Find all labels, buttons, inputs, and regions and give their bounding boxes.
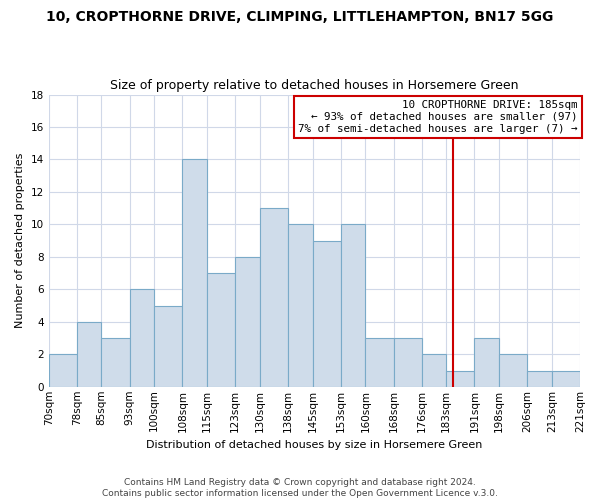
Bar	[154, 306, 182, 387]
Bar	[394, 338, 422, 387]
Bar	[475, 338, 499, 387]
Text: Contains HM Land Registry data © Crown copyright and database right 2024.
Contai: Contains HM Land Registry data © Crown c…	[102, 478, 498, 498]
Bar	[49, 354, 77, 387]
Text: 10, CROPTHORNE DRIVE, CLIMPING, LITTLEHAMPTON, BN17 5GG: 10, CROPTHORNE DRIVE, CLIMPING, LITTLEHA…	[46, 10, 554, 24]
Bar	[130, 290, 154, 387]
Bar	[422, 354, 446, 387]
Text: 10 CROPTHORNE DRIVE: 185sqm
← 93% of detached houses are smaller (97)
7% of semi: 10 CROPTHORNE DRIVE: 185sqm ← 93% of det…	[298, 100, 577, 134]
Title: Size of property relative to detached houses in Horsemere Green: Size of property relative to detached ho…	[110, 79, 518, 92]
Y-axis label: Number of detached properties: Number of detached properties	[15, 153, 25, 328]
Bar	[288, 224, 313, 387]
Bar	[365, 338, 394, 387]
Bar	[527, 370, 552, 387]
Bar	[446, 370, 475, 387]
Bar	[235, 257, 260, 387]
Bar	[260, 208, 288, 387]
Bar	[207, 273, 235, 387]
Bar	[499, 354, 527, 387]
Bar	[313, 240, 341, 387]
Bar	[101, 338, 130, 387]
Bar	[77, 322, 101, 387]
X-axis label: Distribution of detached houses by size in Horsemere Green: Distribution of detached houses by size …	[146, 440, 482, 450]
Bar	[182, 160, 207, 387]
Bar	[552, 370, 580, 387]
Bar	[341, 224, 365, 387]
